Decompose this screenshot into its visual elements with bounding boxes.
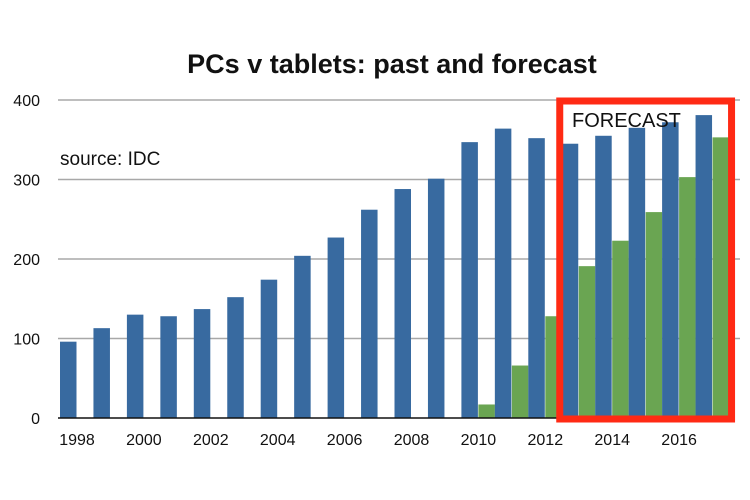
x-tick-label: 2002 <box>193 432 229 449</box>
bar-tablets-2014 <box>612 240 629 418</box>
bar-pcs-2011 <box>494 128 512 418</box>
bar-tablets-2011 <box>511 365 529 418</box>
bar-tablets-2013 <box>578 266 596 418</box>
forecast-box <box>556 97 736 423</box>
bar-pcs-2010 <box>461 142 478 418</box>
bar-pcs-2004 <box>260 279 278 418</box>
bar-pcs-2001 <box>160 316 177 418</box>
bar-pcs-2017 <box>695 115 713 418</box>
x-tick-label: 2006 <box>327 432 363 449</box>
bar-pcs-2014 <box>595 135 612 418</box>
bar-pcs-2006 <box>327 237 345 418</box>
bar-pcs-2016 <box>662 122 679 418</box>
y-tick-label: 200 <box>13 252 40 269</box>
x-tick-label: 2010 <box>461 432 497 449</box>
x-tick-label: 2014 <box>594 432 630 449</box>
bar-tablets-2015 <box>645 212 663 418</box>
bar-pcs-2008 <box>394 189 411 418</box>
bar-pcs-2002 <box>193 309 211 418</box>
bar-pcs-2003 <box>227 297 244 418</box>
bar-tablets-2010 <box>478 404 495 418</box>
x-tick-label: 2008 <box>394 432 430 449</box>
bars <box>60 115 730 419</box>
bar-pcs-2009 <box>427 178 445 418</box>
bar-pcs-2013 <box>561 143 579 418</box>
x-tick-label: 2004 <box>260 432 296 449</box>
bar-pcs-2005 <box>294 255 311 418</box>
y-tick-label: 100 <box>13 332 40 349</box>
x-tick-label: 2012 <box>528 432 564 449</box>
x-tick-label: 1998 <box>59 432 95 449</box>
x-tick-label: 2000 <box>126 432 162 449</box>
bar-pcs-1999 <box>93 328 110 418</box>
forecast-label: FORECAST <box>572 110 681 132</box>
x-axis-labels: 1998 2000 2002 2004 2006 2008 2010 2012 2014 2016 <box>59 432 697 449</box>
bar-pcs-2007 <box>361 209 378 418</box>
bar-pcs-2012 <box>528 138 545 418</box>
y-tick-label: 400 <box>13 93 40 110</box>
bar-pcs-2015 <box>628 127 646 418</box>
y-axis-labels: 0 100 200 300 400 <box>13 93 40 428</box>
x-tick-label: 2016 <box>661 432 697 449</box>
bar-tablets-2016 <box>679 177 696 418</box>
chart-title: PCs v tablets: past and forecast <box>187 49 597 79</box>
y-tick-label: 0 <box>31 411 40 428</box>
source-annotation: source: IDC <box>60 149 160 170</box>
bar-pcs-1998 <box>60 341 77 418</box>
bar-pcs-2000 <box>126 314 144 418</box>
bar-tablets-2017 <box>712 137 730 419</box>
y-tick-label: 300 <box>13 173 40 190</box>
